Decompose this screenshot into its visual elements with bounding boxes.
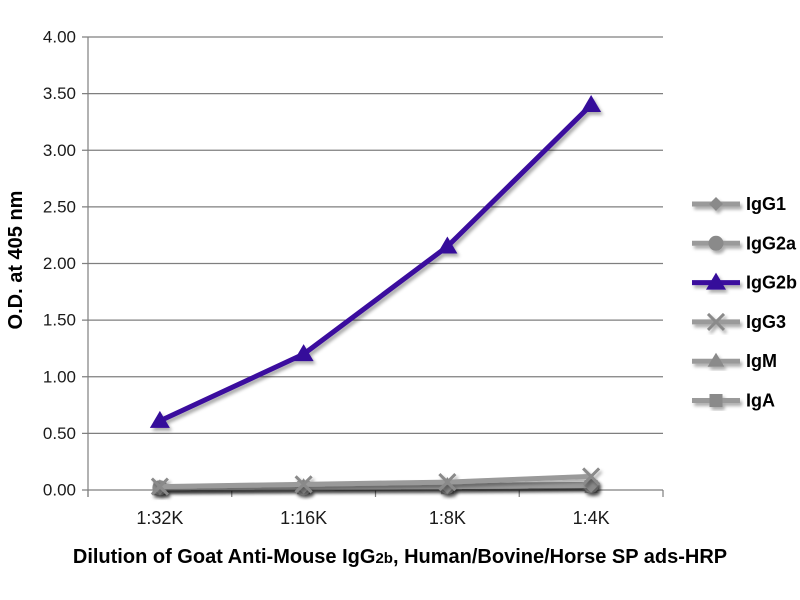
legend-marker-IgG2b: [692, 272, 740, 290]
legend-label: IgG3: [746, 312, 786, 332]
x-tick-label: 1:16K: [280, 508, 327, 528]
square-marker: [709, 394, 723, 407]
diamond-marker: [709, 197, 723, 211]
gridlines: [82, 36, 663, 491]
legend-item-IgM: IgM: [692, 351, 777, 371]
legend-marker-IgM: [692, 352, 740, 367]
x-tick-label: 1:8K: [429, 508, 466, 528]
y-tick-label: 3.00: [43, 141, 76, 160]
legend-marker-IgG1: [692, 197, 740, 211]
y-tick-label: 3.50: [43, 84, 76, 103]
axes: [87, 37, 664, 497]
x-marker: [706, 312, 726, 331]
y-tick-label: 0.50: [43, 424, 76, 443]
legend-marker-IgA: [692, 394, 740, 407]
x-tick-label: 1:4K: [573, 508, 610, 528]
series-IgG3: [150, 467, 601, 496]
legend-item-IgG2a: IgG2a: [692, 233, 797, 253]
legend-item-IgG3: IgG3: [692, 312, 786, 332]
y-tick-label: 2.00: [43, 254, 76, 273]
triangle-marker: [293, 344, 314, 362]
y-tick-label: 0.00: [43, 481, 76, 500]
legend-label: IgG2b: [746, 273, 797, 293]
series-IgG2b: [149, 94, 602, 428]
y-tick-label: 1.50: [43, 311, 76, 330]
y-axis-title: O.D. at 405 nm: [5, 191, 27, 330]
legend-item-IgG1: IgG1: [692, 194, 786, 214]
series-line-IgG3: [157, 473, 594, 490]
legend-label: IgA: [746, 391, 775, 411]
series-line-IgG2b: [157, 102, 594, 424]
x-axis-title: Dilution of Goat Anti-Mouse IgG2b, Human…: [73, 546, 727, 568]
legend-label: IgM: [746, 351, 777, 371]
triangle-marker: [437, 236, 458, 254]
legend-label: IgG2a: [746, 233, 797, 253]
y-tick-labels: 0.00 0.50 1.00 1.50 2.00 2.50 3.00 3.50 4.00: [43, 28, 76, 500]
x-axis-title-post: , Human/Bovine/Horse SP ads-HRP: [393, 546, 727, 568]
y-tick-label: 2.50: [43, 197, 76, 216]
legend-item-IgA: IgA: [692, 391, 775, 411]
legend-marker-IgG2a: [692, 235, 740, 251]
x-marker: [582, 467, 601, 486]
y-tick-label: 4.00: [43, 28, 76, 47]
x-axis-title-subscript: 2b: [375, 550, 393, 567]
legend: IgG1 IgG2a IgG2b IgG3 IgM IgA: [692, 194, 797, 411]
circle-marker: [708, 235, 724, 251]
legend-item-IgG2b: IgG2b: [692, 272, 797, 293]
x-marker: [438, 473, 457, 492]
legend-label: IgG1: [746, 194, 786, 214]
series-lines: [149, 94, 602, 496]
y-tick-label: 1.00: [43, 367, 76, 386]
triangle-marker: [581, 94, 602, 112]
triangle-marker: [706, 272, 726, 290]
x-marker: [150, 477, 169, 496]
x-marker: [294, 475, 313, 494]
x-tick-label: 1:32K: [136, 508, 183, 528]
x-axis-title-pre: Dilution of Goat Anti-Mouse IgG: [73, 546, 376, 568]
triangle-marker: [707, 352, 725, 367]
triangle-marker: [149, 410, 170, 428]
x-tick-labels: 1:32K 1:16K 1:8K 1:4K: [136, 508, 609, 528]
legend-marker-IgG3: [692, 312, 740, 331]
